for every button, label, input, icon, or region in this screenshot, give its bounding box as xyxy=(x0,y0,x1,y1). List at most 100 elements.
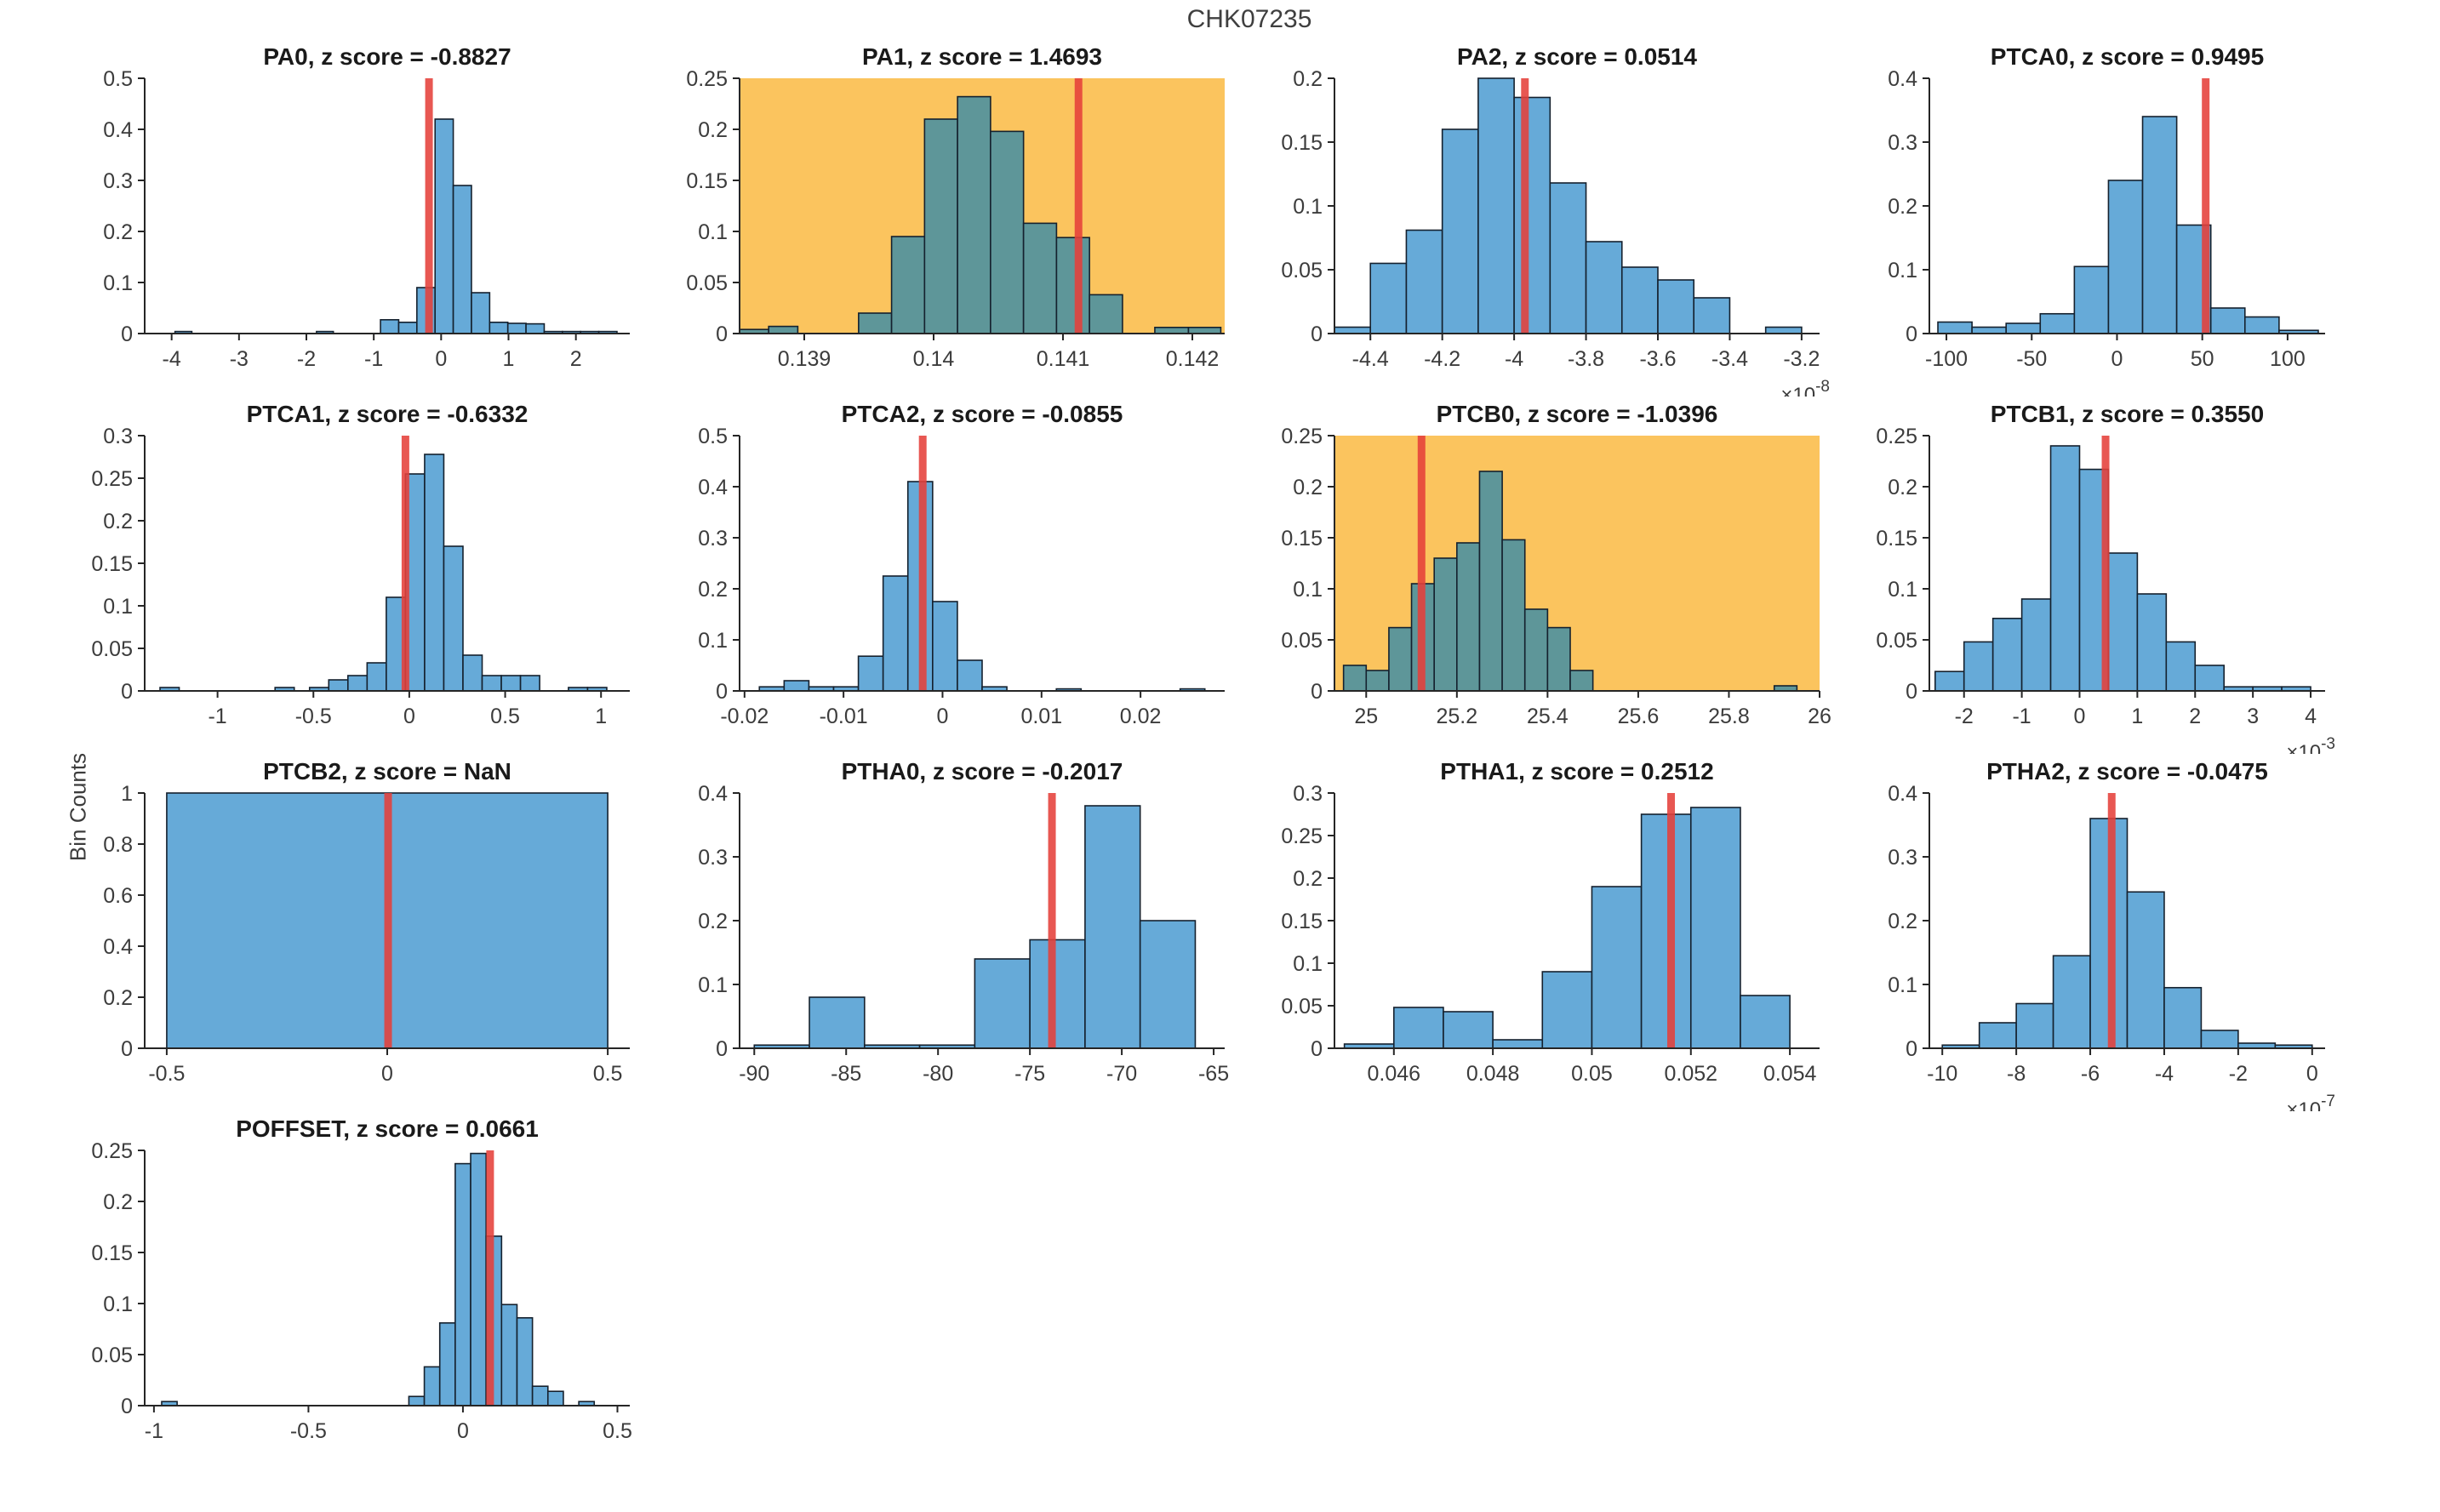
histogram-bar xyxy=(2163,986,2203,1049)
histogram-bar xyxy=(1971,326,2008,334)
subplot-ptha0: -90 -85 -80 -75 -70 -65 0 0.1 0.2 0.3 0.4 PTHA0, z … xyxy=(654,754,1249,1111)
histogram-bar xyxy=(890,236,926,334)
histogram-bar xyxy=(857,655,884,692)
x-tick-label: 0.139 xyxy=(778,347,831,371)
histogram-bar xyxy=(1492,1039,1544,1049)
x-tick-label: -0.5 xyxy=(295,705,332,728)
y-tick-label: 0.1 xyxy=(698,629,728,653)
y-tick-label: 0.2 xyxy=(1293,67,1323,91)
histogram-bar xyxy=(397,321,418,334)
histogram-bar xyxy=(1693,297,1731,334)
histogram-bar xyxy=(1991,617,2023,692)
histogram-bar xyxy=(2243,316,2280,334)
x-tick-label: 3 xyxy=(2247,705,2259,728)
y-tick-label: 0.2 xyxy=(103,986,133,1010)
current-value-marker xyxy=(2101,436,2110,691)
histogram-bar xyxy=(471,292,491,334)
x-tick-label: 4 xyxy=(2305,705,2317,728)
subplot-ptca2: -0.02 -0.01 0 0.01 0.02 0 0.1 0.2 0.3 0.4 0.5 PTCA2… xyxy=(654,397,1249,754)
x-tick-label: -4.4 xyxy=(1352,347,1389,371)
x-tick-label: 1 xyxy=(503,347,515,371)
histogram-bar xyxy=(1546,626,1571,692)
subplot-title: PTHA2, z score = -0.0475 xyxy=(1986,758,2268,785)
histogram-bar xyxy=(1934,670,1965,692)
y-tick-label: 0.2 xyxy=(1293,867,1323,891)
current-value-marker xyxy=(384,793,392,1048)
x-tick-label: -3.2 xyxy=(1783,347,1820,371)
x-tick-label: -6 xyxy=(2081,1062,2100,1086)
x-tick-label: 2 xyxy=(2189,705,2201,728)
histogram-bar xyxy=(1541,971,1593,1049)
y-tick-label: 0.1 xyxy=(698,973,728,997)
current-value-marker xyxy=(1048,793,1056,1048)
histogram-bar xyxy=(1443,1011,1494,1049)
x-axis-label: Calibration Coeff Value xyxy=(119,1509,2440,1512)
x-tick-label: -4 xyxy=(163,347,181,371)
histogram-bar xyxy=(506,322,527,334)
x-tick-label: 100 xyxy=(2270,347,2306,371)
x-tick-label: 1 xyxy=(595,705,607,728)
subplot-poffset: -1 -0.5 0 0.5 0 0.05 0.1 0.15 0.2 0.25 POFFSET, z … xyxy=(60,1111,654,1469)
y-tick-label: 0 xyxy=(121,1037,133,1061)
x-tick-label: -4.2 xyxy=(1424,347,1460,371)
histogram-bar xyxy=(408,1395,426,1406)
y-tick-label: 0.3 xyxy=(698,846,728,870)
x-tick-label: 0 xyxy=(457,1419,469,1443)
histogram-bar xyxy=(1029,939,1086,1049)
histogram-bar xyxy=(2107,552,2139,692)
y-tick-label: 0.25 xyxy=(91,467,133,491)
histogram-bar xyxy=(2141,116,2178,334)
histogram-bar xyxy=(957,659,983,692)
histogram-canvas-pa2: -4.4 -4.2 -4 -3.8 -3.6 -3.4 -3.2 0 0.05 0.1 0.15 0.… xyxy=(1281,43,1830,407)
y-tick-label: 0 xyxy=(1906,1037,1917,1061)
current-value-marker xyxy=(1667,793,1676,1048)
current-value-marker xyxy=(2202,78,2210,334)
histogram-canvas-pa1: 0.139 0.14 0.141 0.142 0 0.05 0.1 0.15 0.2 0.25 PA… xyxy=(686,43,1225,371)
y-tick-label: 0.05 xyxy=(1281,629,1323,653)
y-tick-label: 0.25 xyxy=(91,1139,133,1163)
histogram-bar xyxy=(1187,326,1222,334)
charts-grid: Bin Counts Calibration Coeff Value -4-3-… xyxy=(60,39,2439,1512)
x-tick-label: 25 xyxy=(1354,705,1378,728)
x-tick-label: 0.5 xyxy=(593,1062,623,1086)
y-tick-label: 0.2 xyxy=(698,578,728,602)
histogram-bar xyxy=(974,958,1031,1049)
histogram-bar xyxy=(990,130,1025,334)
x-tick-label: 0 xyxy=(435,347,447,371)
y-tick-label: 0.4 xyxy=(1888,67,1917,91)
histogram-bar xyxy=(2194,665,2226,692)
histogram-bar xyxy=(1433,557,1458,692)
histogram-bar xyxy=(957,95,991,334)
histogram-bar xyxy=(1689,807,1741,1049)
y-tick-label: 0 xyxy=(1311,1037,1323,1061)
x-tick-label: -0.5 xyxy=(148,1062,185,1086)
histogram-bar xyxy=(1549,182,1587,334)
histogram-bar xyxy=(438,1322,456,1406)
x-tick-label: -65 xyxy=(1198,1062,1229,1086)
histogram-bar xyxy=(1342,665,1368,692)
y-tick-label: 0.1 xyxy=(1888,973,1917,997)
x-tick-label: -4 xyxy=(1505,347,1523,371)
histogram-bar xyxy=(1591,886,1643,1049)
histogram-canvas-pa0: -4 -3 -2 -1 0 1 2 0 0.1 0.2 0.3 0.4 0.5 PA0, z score … xyxy=(103,43,630,371)
y-tick-label: 0.15 xyxy=(91,1241,133,1265)
x-tick-label: 0 xyxy=(403,705,415,728)
subplot-ptha2: -10 -8 -6 -4 -2 0 0 0.1 0.2 0.3 0.4 ×10-7 PTHA2, z s… xyxy=(1844,754,2439,1121)
current-value-marker xyxy=(1074,78,1083,334)
y-tick-label: 0.2 xyxy=(1888,195,1917,219)
histogram-bar xyxy=(1740,995,1791,1049)
x-tick-label: 0.048 xyxy=(1466,1062,1520,1086)
y-tick-label: 0.15 xyxy=(1876,527,1917,551)
y-tick-label: 0.1 xyxy=(103,271,133,295)
subplot-title: PTCB2, z score = NaN xyxy=(263,758,511,785)
histogram-bar xyxy=(1405,229,1443,334)
subplot-ptca0: -100 -50 0 50 100 0 0.1 0.2 0.3 0.4 PTCA0, z score… xyxy=(1844,39,2439,397)
x-tick-label: 0 xyxy=(2074,705,2086,728)
figure-title: CHK07235 xyxy=(1186,5,1312,33)
y-tick-label: 0.1 xyxy=(1293,578,1323,602)
x-tick-label: -8 xyxy=(2007,1062,2026,1086)
histogram-canvas-ptha1: 0.046 0.048 0.05 0.052 0.054 0 0.05 0.1 0.15 0.2 0… xyxy=(1281,758,1820,1086)
subplot-ptcb1: -2 -1 0 1 2 3 4 0 0.05 0.1 0.15 0.2 0.25 ×10-3 PTCB1, … xyxy=(1844,397,2439,764)
subplot-title: PTCB1, z score = 0.3550 xyxy=(1991,401,2264,427)
histogram-bar xyxy=(2200,1030,2239,1049)
